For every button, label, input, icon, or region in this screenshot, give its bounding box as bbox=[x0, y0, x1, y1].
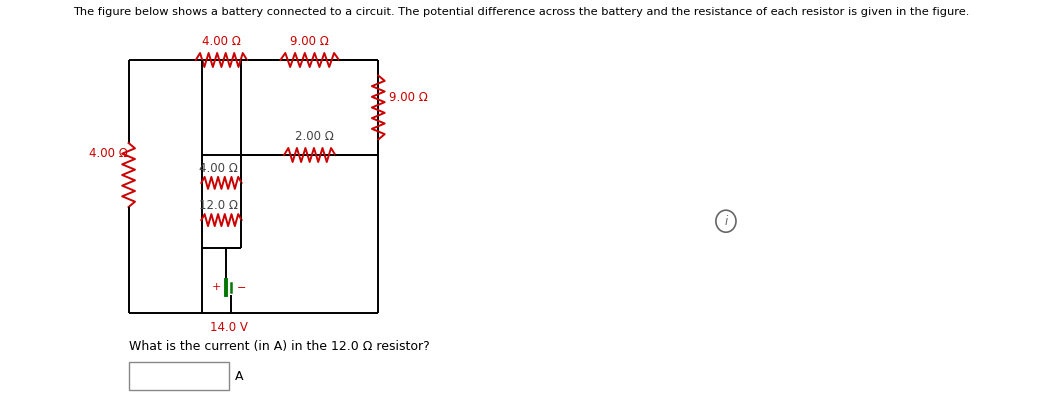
FancyBboxPatch shape bbox=[128, 362, 229, 390]
Text: 9.00 Ω: 9.00 Ω bbox=[390, 91, 428, 104]
Text: What is the current (in A) in the 12.0 Ω resistor?: What is the current (in A) in the 12.0 Ω… bbox=[128, 340, 429, 353]
Text: 4.00 Ω: 4.00 Ω bbox=[89, 147, 128, 160]
Text: 4.00 Ω: 4.00 Ω bbox=[202, 35, 241, 48]
Text: 12.0 Ω: 12.0 Ω bbox=[199, 199, 238, 212]
Text: 4.00 Ω: 4.00 Ω bbox=[199, 162, 238, 175]
Text: 14.0 V: 14.0 V bbox=[209, 321, 248, 334]
Text: 2.00 Ω: 2.00 Ω bbox=[295, 130, 333, 143]
Text: The figure below shows a battery connected to a circuit. The potential differenc: The figure below shows a battery connect… bbox=[73, 7, 969, 17]
Text: i: i bbox=[724, 215, 727, 228]
Text: A: A bbox=[234, 369, 243, 382]
Text: −: − bbox=[237, 282, 246, 293]
Text: +: + bbox=[213, 282, 222, 293]
Text: 9.00 Ω: 9.00 Ω bbox=[291, 35, 329, 48]
